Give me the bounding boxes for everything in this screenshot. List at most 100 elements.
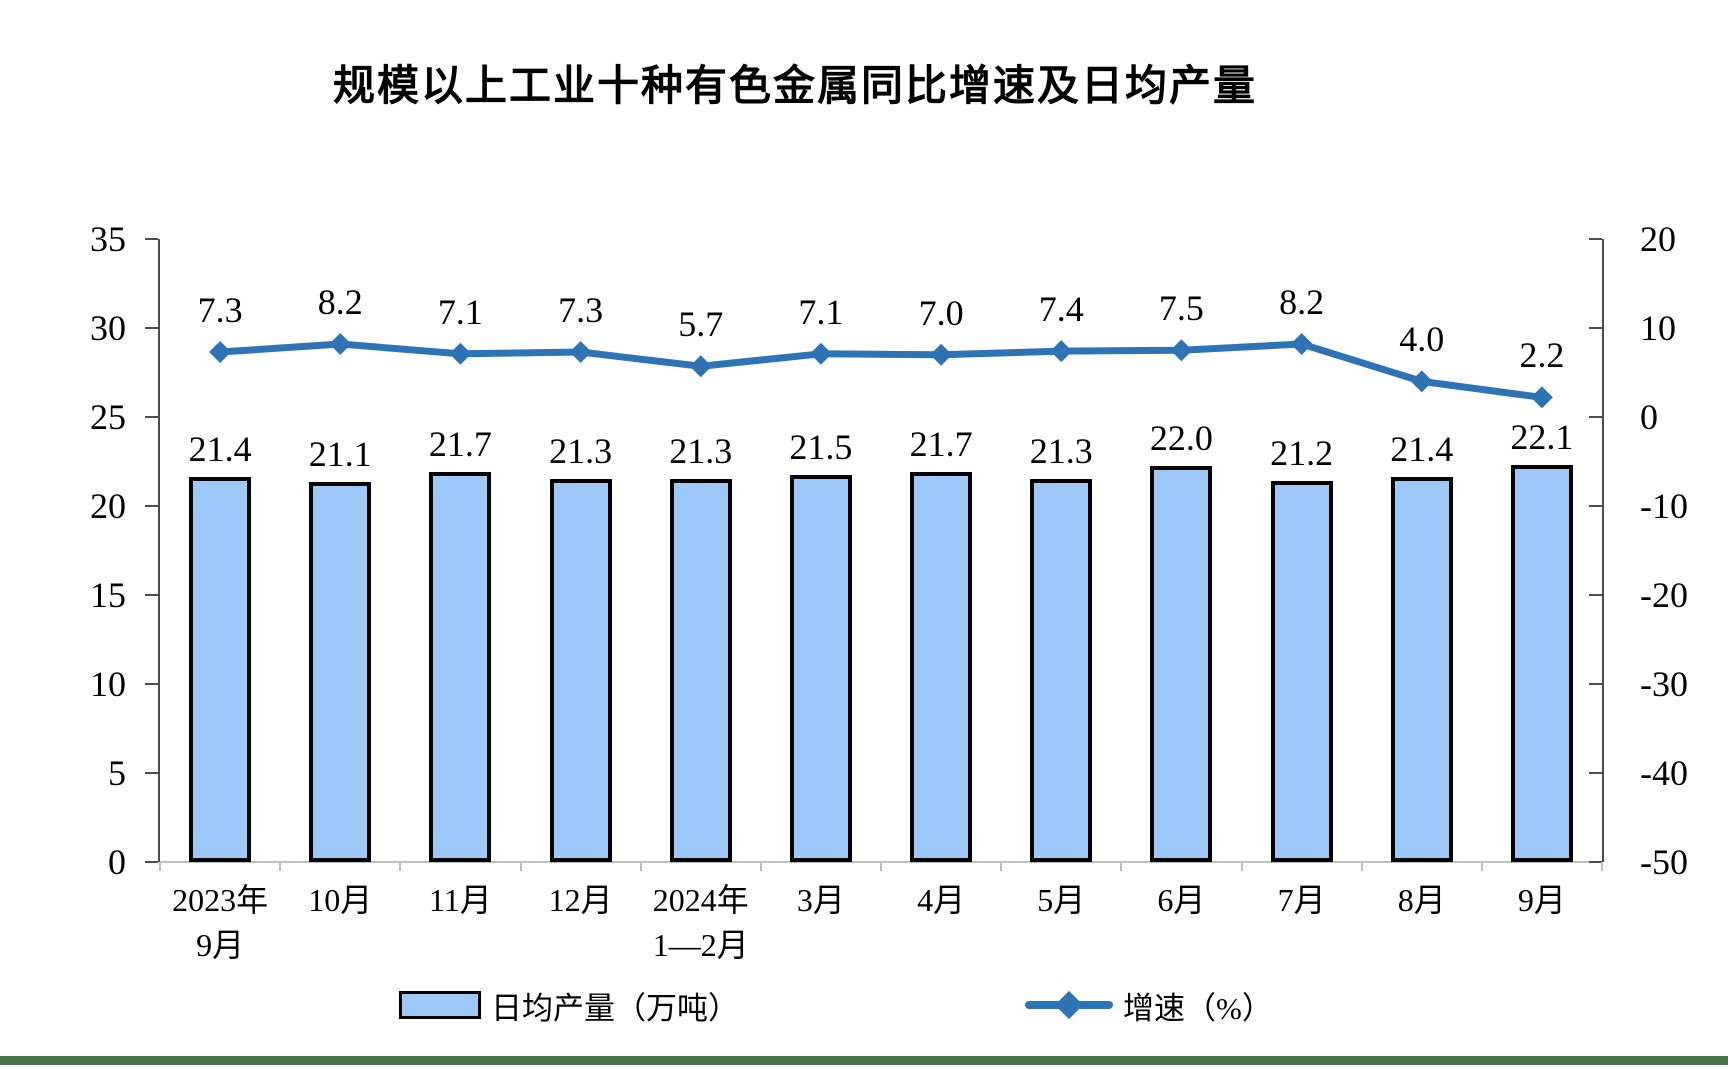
x-axis-label: 3月 (741, 878, 901, 923)
production-bar (189, 477, 252, 862)
line-value-label: 7.1 (437, 291, 483, 332)
bar-value-label: 21.7 (909, 423, 973, 464)
left-axis-tick-label: 15 (90, 575, 126, 615)
line-value-label: 7.1 (798, 291, 844, 332)
left-axis-tick-label: 10 (90, 664, 126, 704)
left-axis-tick-label: 35 (90, 219, 126, 259)
production-bar (669, 478, 732, 862)
diamond-marker-icon (329, 333, 352, 356)
diamond-marker-icon (209, 341, 232, 364)
left-axis-tick (145, 238, 158, 240)
production-bar (1390, 477, 1453, 862)
x-axis-tick (1480, 862, 1483, 871)
production-bar (1270, 480, 1333, 862)
legend-bar-swatch-icon (399, 991, 481, 1019)
right-axis-tick-label: -30 (1640, 664, 1688, 704)
legend-line-label: 增速（%） (1123, 990, 1273, 1026)
right-axis-tick-label: -20 (1640, 575, 1688, 615)
x-axis-label: 4月 (861, 878, 1021, 923)
bar-value-label: 21.7 (428, 423, 492, 464)
x-axis-tick (279, 862, 282, 871)
x-axis-tick (880, 862, 882, 871)
left-axis-tick (145, 772, 158, 774)
right-axis-tick (1589, 861, 1602, 863)
x-axis-label-line: 7月 (1277, 882, 1326, 918)
x-axis-label-line: 8月 (1397, 882, 1446, 918)
right-axis-tick-label: 20 (1640, 219, 1676, 259)
x-axis-tick (1601, 862, 1603, 871)
bar-value-label: 21.4 (188, 429, 252, 470)
x-axis-tick (639, 862, 642, 871)
diamond-marker-icon (1410, 370, 1433, 393)
x-axis-tick (1120, 862, 1123, 871)
diamond-marker-icon (1050, 340, 1073, 363)
bar-value-label: 21.4 (1390, 429, 1454, 470)
x-axis-tick (519, 862, 522, 871)
bar-value-label: 21.5 (789, 427, 853, 468)
right-axis-tick (1589, 416, 1602, 418)
x-axis-label: 7月 (1222, 878, 1382, 923)
line-value-label: 7.0 (918, 292, 964, 333)
x-axis-label-line: 9月 (196, 927, 245, 963)
left-axis-tick (145, 683, 158, 685)
production-bar (549, 478, 612, 862)
right-axis-tick-label: 10 (1640, 308, 1676, 348)
diamond-marker-icon (809, 342, 832, 365)
x-axis-tick (1000, 862, 1003, 871)
x-axis-tick (759, 862, 762, 871)
right-axis-tick (1589, 327, 1602, 329)
production-bar (789, 475, 852, 862)
production-bar (309, 482, 372, 862)
left-axis-tick-label: 20 (90, 486, 126, 526)
diamond-marker-icon (930, 343, 953, 366)
right-axis-tick-label: -40 (1640, 753, 1688, 793)
x-axis-label: 12月 (501, 878, 661, 923)
x-axis-label: 10月 (260, 878, 420, 923)
line-value-label: 4.0 (1399, 319, 1445, 360)
left-axis-tick (145, 861, 158, 863)
x-axis-label: 2024年 1—2月 (621, 878, 781, 968)
x-axis-label-line: 12月 (548, 882, 613, 918)
x-axis-label-line: 10月 (308, 882, 373, 918)
line-value-label: 7.3 (197, 290, 243, 331)
right-axis-tick (1589, 683, 1602, 685)
legend-item-growth: 增速（%） (1025, 984, 1273, 1026)
right-axis-tick-label: -50 (1640, 842, 1688, 882)
legend-diamond-marker-icon (1054, 990, 1084, 1020)
line-value-label: 7.5 (1158, 288, 1204, 329)
line-value-label: 7.3 (558, 290, 604, 331)
x-axis-label-line: 4月 (917, 882, 966, 918)
left-axis-line (158, 239, 160, 862)
x-axis-label-line: 9月 (1517, 882, 1566, 918)
x-axis-label: 5月 (981, 878, 1141, 923)
legend-line-swatch-icon (1025, 990, 1113, 1020)
left-axis-tick (145, 327, 158, 329)
right-axis-tick-label: -10 (1640, 486, 1688, 526)
diamond-marker-icon (689, 355, 712, 378)
bar-value-label: 22.1 (1510, 416, 1574, 457)
right-axis-tick (1589, 772, 1602, 774)
x-axis-label: 6月 (1101, 878, 1261, 923)
left-axis-tick (145, 416, 158, 418)
x-axis-tick (159, 862, 161, 871)
x-axis-tick (1360, 862, 1363, 871)
diamond-marker-icon (1170, 339, 1193, 362)
production-bar (1150, 466, 1213, 862)
x-axis-label-line: 11月 (428, 882, 492, 918)
x-axis-label-line: 3月 (796, 882, 845, 918)
x-axis-label-line: 2023年 (172, 882, 269, 918)
bar-value-label: 21.2 (1270, 432, 1334, 473)
left-axis-tick (145, 505, 158, 507)
line-value-label: 7.4 (1038, 289, 1084, 330)
bar-value-label: 21.3 (1029, 430, 1093, 471)
diamond-marker-icon (449, 342, 472, 365)
diamond-marker-icon (1530, 386, 1553, 409)
right-axis-tick-label: 0 (1640, 397, 1658, 437)
line-value-label: 8.2 (1279, 282, 1325, 323)
bar-value-label: 22.0 (1149, 418, 1213, 459)
left-axis-tick-label: 25 (90, 397, 126, 437)
x-axis-tick (399, 862, 402, 871)
x-axis-label-line: 2024年 (652, 882, 749, 918)
production-bar (429, 471, 492, 862)
x-axis-label-line: 5月 (1037, 882, 1086, 918)
